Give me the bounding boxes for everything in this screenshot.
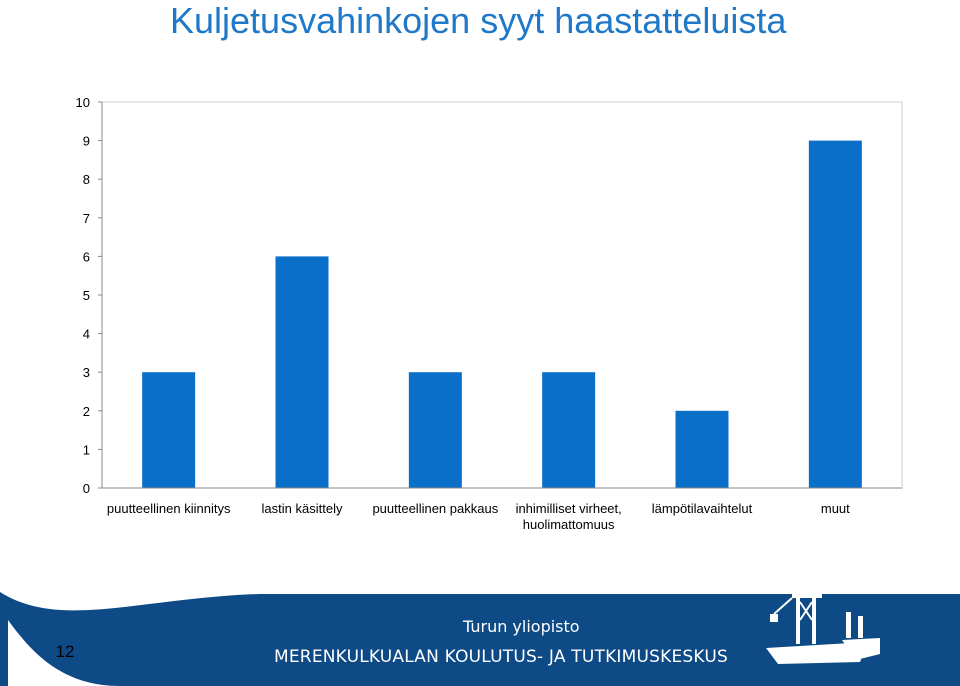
y-tick-label: 3 [83,365,90,380]
y-tick-label: 1 [83,442,90,457]
y-tick-label: 2 [83,404,90,419]
bar [275,256,329,488]
footer-band [0,592,960,686]
y-tick-label: 7 [83,211,90,226]
y-tick-label: 10 [76,95,90,110]
x-tick-label: lastin käsittely [262,501,343,516]
y-tick-label: 8 [83,172,90,187]
slide-title: Kuljetusvahinkojen syyt haastatteluista [170,0,787,41]
y-tick-label: 9 [83,134,90,149]
y-tick-label: 0 [83,481,90,496]
y-tick-label: 6 [83,249,90,264]
bar [142,372,196,488]
footer-background [0,592,960,686]
centre-name: MERENKULKUALAN KOULUTUS- JA TUTKIMUSKESK… [274,647,728,667]
page-number: 12 [55,642,75,661]
x-tick-label: puutteellinen pakkaus [372,501,498,516]
bar-chart: 0 1 2 3 4 5 6 7 8 9 10 puutteellinen kiinnitys lasti… [76,95,903,532]
bar [408,372,462,488]
harbour-logo-icon [766,594,880,664]
plot-area [101,101,903,489]
x-tick-label: puutteellinen kiinnitys [107,501,231,516]
bar [808,140,862,488]
y-tick-label: 5 [83,288,90,303]
x-tick-label: lämpötilavaihtelut [652,501,753,516]
x-tick-label: muut [821,501,850,516]
bar [675,410,729,488]
x-tick-label: inhimilliset virheet, huolimattomuus [516,501,622,532]
bar [542,372,596,488]
y-tick-label: 4 [83,327,90,342]
footer-white-wave [8,620,120,686]
university-name: Turun yliopisto [463,617,580,636]
